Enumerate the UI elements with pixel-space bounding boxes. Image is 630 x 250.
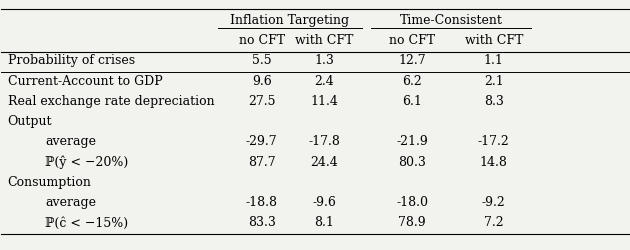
Text: 8.3: 8.3 xyxy=(484,95,504,108)
Text: 27.5: 27.5 xyxy=(248,95,275,108)
Text: Real exchange rate depreciation: Real exchange rate depreciation xyxy=(8,95,214,108)
Text: 5.5: 5.5 xyxy=(252,54,272,67)
Text: 6.1: 6.1 xyxy=(403,95,422,108)
Text: 14.8: 14.8 xyxy=(480,156,508,169)
Text: 1.1: 1.1 xyxy=(484,54,504,67)
Text: 2.1: 2.1 xyxy=(484,74,503,88)
Text: -21.9: -21.9 xyxy=(396,136,428,148)
Text: -18.8: -18.8 xyxy=(246,196,278,209)
Text: 83.3: 83.3 xyxy=(248,216,275,230)
Text: 11.4: 11.4 xyxy=(311,95,338,108)
Text: with CFT: with CFT xyxy=(464,34,523,47)
Text: no CFT: no CFT xyxy=(389,34,435,47)
Text: Inflation Targeting: Inflation Targeting xyxy=(231,14,350,27)
Text: ℙ(ŷ < −20%): ℙ(ŷ < −20%) xyxy=(45,156,129,169)
Text: 2.4: 2.4 xyxy=(314,74,335,88)
Text: -9.2: -9.2 xyxy=(482,196,506,209)
Text: Time-Consistent: Time-Consistent xyxy=(400,14,503,27)
Text: 24.4: 24.4 xyxy=(311,156,338,169)
Text: average: average xyxy=(45,136,96,148)
Text: 78.9: 78.9 xyxy=(398,216,426,230)
Text: -18.0: -18.0 xyxy=(396,196,428,209)
Text: 1.3: 1.3 xyxy=(314,54,335,67)
Text: ℙ(ĉ < −15%): ℙ(ĉ < −15%) xyxy=(45,216,129,230)
Text: 12.7: 12.7 xyxy=(398,54,426,67)
Text: Consumption: Consumption xyxy=(8,176,91,189)
Text: 7.2: 7.2 xyxy=(484,216,503,230)
Text: 8.1: 8.1 xyxy=(314,216,335,230)
Text: Current-Account to GDP: Current-Account to GDP xyxy=(8,74,163,88)
Text: no CFT: no CFT xyxy=(239,34,285,47)
Text: -17.2: -17.2 xyxy=(478,136,510,148)
Text: 9.6: 9.6 xyxy=(252,74,272,88)
Text: 6.2: 6.2 xyxy=(403,74,422,88)
Text: -29.7: -29.7 xyxy=(246,136,277,148)
Text: average: average xyxy=(45,196,96,209)
Text: -9.6: -9.6 xyxy=(312,196,336,209)
Text: 80.3: 80.3 xyxy=(398,156,426,169)
Text: -17.8: -17.8 xyxy=(309,136,340,148)
Text: with CFT: with CFT xyxy=(295,34,353,47)
Text: Output: Output xyxy=(8,115,52,128)
Text: Probability of crises: Probability of crises xyxy=(8,54,135,67)
Text: 87.7: 87.7 xyxy=(248,156,275,169)
